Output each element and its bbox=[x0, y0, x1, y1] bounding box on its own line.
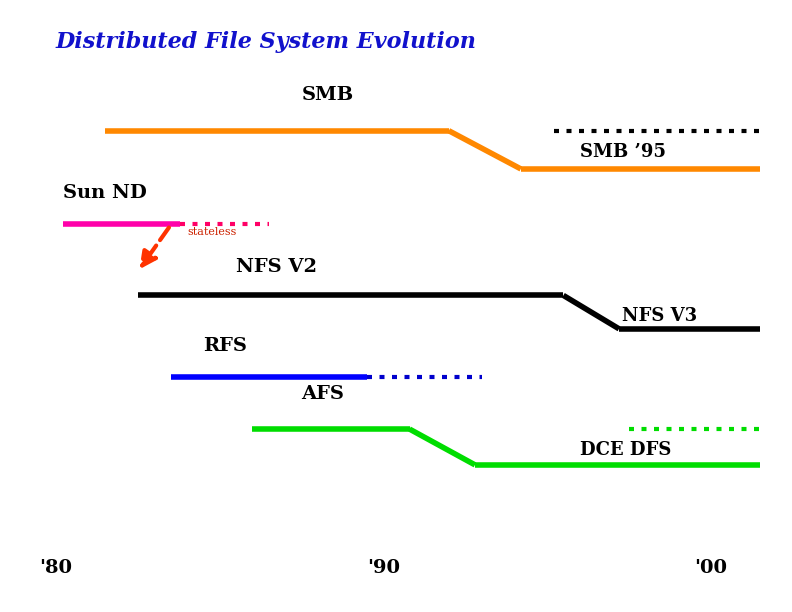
Text: NFS V3: NFS V3 bbox=[623, 307, 698, 326]
Text: SMB ’95: SMB ’95 bbox=[580, 143, 666, 161]
Text: SMB: SMB bbox=[302, 86, 354, 105]
Text: AFS: AFS bbox=[302, 385, 345, 403]
Text: Distributed File System Evolution: Distributed File System Evolution bbox=[55, 31, 476, 53]
Text: RFS: RFS bbox=[204, 337, 247, 355]
Text: DCE DFS: DCE DFS bbox=[580, 441, 671, 459]
Text: NFS V2: NFS V2 bbox=[236, 258, 317, 276]
Text: stateless: stateless bbox=[187, 227, 236, 237]
Text: Sun ND: Sun ND bbox=[63, 184, 147, 203]
